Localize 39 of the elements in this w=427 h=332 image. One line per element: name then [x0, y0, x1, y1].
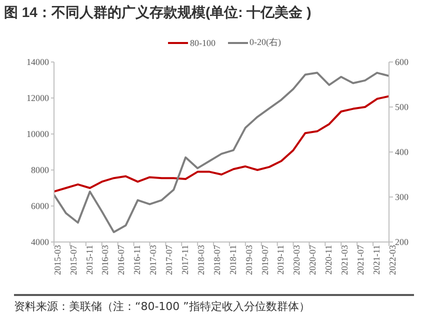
x-tick-label: 2019-07 — [260, 244, 270, 275]
y2-tick-label: 500 — [395, 102, 409, 112]
x-tick-label: 2021-03 — [340, 244, 350, 275]
y-tick-label: 12000 — [26, 93, 50, 104]
y-tick-label: 14000 — [26, 57, 50, 68]
x-tick-label: 2019-11 — [276, 245, 286, 275]
legend-label: 80-100 — [189, 36, 216, 49]
line-series — [54, 95, 389, 193]
chart-title: 图 14：不同人群的广义存款规模(单位: 十亿美金 ) — [4, 4, 312, 22]
y2-tick-label: 300 — [395, 192, 409, 202]
y-tick-label: 6000 — [31, 201, 50, 212]
x-tick-label: 2017-11 — [180, 245, 190, 275]
x-tick-label: 2018-11 — [228, 245, 238, 275]
y2-tick-label: 200 — [395, 237, 409, 248]
x-tick-label: 2020-03 — [292, 244, 302, 275]
x-tick-label: 2018-03 — [196, 244, 206, 275]
y2-tick-label: 600 — [395, 57, 409, 68]
line-series — [54, 72, 389, 234]
x-tick-label: 2016-07 — [116, 244, 126, 275]
x-tick-label: 2016-11 — [132, 245, 142, 275]
y2-tick-label: 400 — [395, 147, 409, 158]
y-tick-label: 10000 — [26, 129, 50, 140]
y-tick-label: 8000 — [31, 165, 50, 176]
x-tick-label: 2015-11 — [84, 245, 94, 275]
x-tick-label: 2018-07 — [212, 244, 222, 275]
x-tick-label: 2022-03 — [387, 244, 398, 275]
x-tick-label: 2015-03 — [52, 244, 62, 275]
x-tick-label: 2017-03 — [148, 244, 158, 275]
x-tick-label: 2016-03 — [100, 244, 110, 275]
x-tick-label: 2020-11 — [324, 245, 334, 275]
x-tick-label: 2020-07 — [308, 244, 318, 275]
x-tick-label: 2021-07 — [355, 244, 366, 275]
x-tick-label: 2015-07 — [68, 244, 78, 275]
x-tick-label: 2017-07 — [164, 244, 174, 275]
text: 资料来源：美联储（注：“80-100 ”指特定收入分位数群体） — [14, 299, 311, 315]
x-tick-label: 2021-11 — [371, 245, 382, 275]
y-tick-label: 4000 — [31, 237, 50, 248]
legend-label: 0-20(右) — [248, 36, 281, 49]
x-tick-label: 2019-03 — [244, 244, 254, 275]
